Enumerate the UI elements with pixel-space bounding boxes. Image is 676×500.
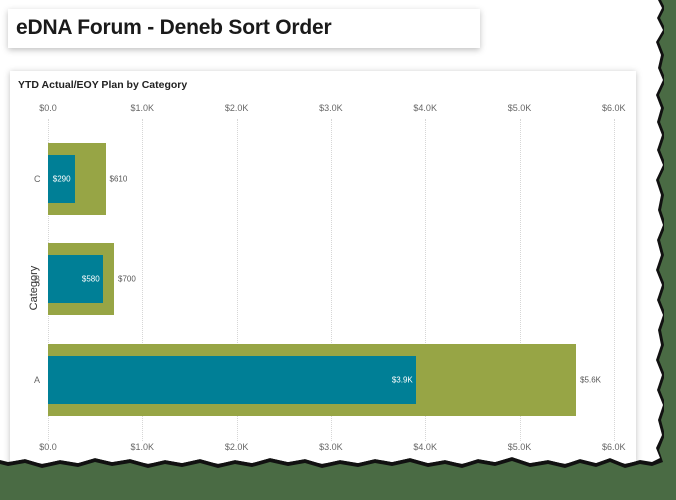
x-tick-bottom: $2.0K	[224, 442, 249, 452]
actual-value-label: $290	[52, 174, 71, 184]
x-tick-bottom: $4.0K	[413, 442, 437, 452]
chart-visual[interactable]: YTD Actual/EOY Plan by Category Category…	[10, 71, 636, 463]
x-tick-top: $5.0K	[507, 103, 532, 113]
gridline	[519, 119, 521, 441]
x-tick-top: $4.0K	[413, 103, 437, 113]
gridline	[330, 119, 332, 441]
actual-bar[interactable]: $290	[48, 155, 76, 203]
category-label: A	[34, 375, 41, 385]
category-label: C	[34, 174, 41, 184]
gridline	[425, 119, 427, 441]
actual-value-label: $3.9K	[391, 375, 413, 385]
x-tick-bottom: $6.0K	[602, 442, 626, 452]
x-tick-top: $3.0K	[319, 103, 343, 113]
chart-title: YTD Actual/EOY Plan by Category	[18, 79, 188, 91]
plan-value-label: $700	[118, 274, 136, 284]
category-label: B	[34, 274, 41, 284]
x-tick-top: $0.0	[39, 103, 57, 113]
title-card: eDNA Forum - Deneb Sort Order	[8, 9, 480, 48]
x-tick-top: $2.0K	[224, 103, 249, 113]
gridline	[142, 119, 144, 441]
report-page: eDNA Forum - Deneb Sort Order YTD Actual…	[0, 0, 663, 464]
x-tick-bottom: $3.0K	[319, 442, 343, 452]
x-tick-bottom: $1.0K	[130, 442, 155, 452]
x-tick-bottom: $0.0	[39, 442, 57, 452]
x-tick-top: $1.0K	[130, 103, 155, 113]
x-tick-top: $6.0K	[602, 103, 626, 113]
gridline	[236, 119, 238, 441]
x-tick-bottom: $5.0K	[507, 442, 532, 452]
plan-value-label: $610	[109, 174, 128, 184]
page-title: eDNA Forum - Deneb Sort Order	[16, 16, 332, 39]
y-axis-title: Category	[28, 265, 40, 311]
actual-bar[interactable]: $580	[48, 255, 103, 303]
actual-value-label: $580	[81, 274, 100, 284]
actual-bar[interactable]: $3.9K	[48, 356, 416, 404]
plan-value-label: $5.6K	[580, 375, 601, 385]
gridline	[613, 119, 615, 441]
